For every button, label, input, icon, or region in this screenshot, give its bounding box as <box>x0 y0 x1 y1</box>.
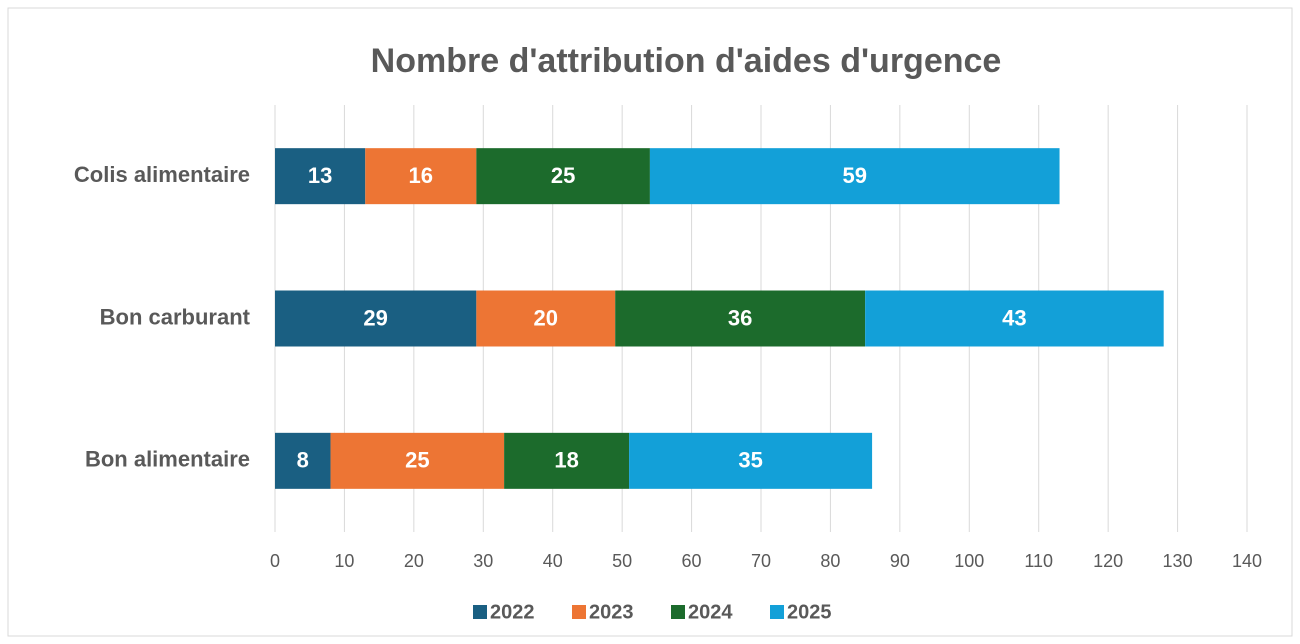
data-label: 20 <box>534 305 558 330</box>
bar-segment <box>476 148 650 205</box>
x-tick-label: 70 <box>751 551 771 571</box>
bar-segment <box>275 432 331 489</box>
data-label: 25 <box>405 448 429 473</box>
legend-label: 2024 <box>688 601 733 623</box>
y-tick-label: Bon alimentaire <box>85 447 250 472</box>
legend-swatch <box>473 605 487 619</box>
legend-label: 2022 <box>490 601 535 623</box>
chart-title: Nombre d'attribution d'aides d'urgence <box>371 42 1002 80</box>
legend-label: 2023 <box>589 601 634 623</box>
bar-segment <box>649 148 1060 205</box>
legend-swatch <box>671 605 685 619</box>
x-tick-label: 100 <box>954 551 984 571</box>
data-label: 25 <box>551 163 575 188</box>
bar-segment <box>365 148 477 205</box>
legend-label: 2025 <box>787 601 832 623</box>
x-tick-label: 60 <box>682 551 702 571</box>
data-label: 35 <box>738 448 762 473</box>
data-label: 59 <box>842 163 866 188</box>
legend-swatch <box>572 605 586 619</box>
x-tick-label: 140 <box>1232 551 1262 571</box>
data-label: 13 <box>308 163 332 188</box>
x-tick-label: 50 <box>612 551 632 571</box>
bar-segment <box>330 432 505 489</box>
bar-segment <box>476 290 616 347</box>
x-tick-label: 20 <box>404 551 424 571</box>
x-tick-label: 130 <box>1163 551 1193 571</box>
x-tick-label: 80 <box>820 551 840 571</box>
legend-swatch <box>770 605 784 619</box>
data-label: 43 <box>1002 305 1026 330</box>
y-tick-label: Bon carburant <box>100 304 251 329</box>
data-label: 16 <box>409 163 433 188</box>
x-tick-label: 40 <box>543 551 563 571</box>
x-tick-label: 0 <box>270 551 280 571</box>
bar-segment <box>275 148 366 205</box>
data-label: 29 <box>363 305 387 330</box>
y-tick-label: Colis alimentaire <box>74 162 250 187</box>
data-label: 36 <box>728 305 752 330</box>
data-label: 8 <box>297 448 309 473</box>
bar-segment <box>275 290 477 347</box>
bar-segment <box>504 432 630 489</box>
x-tick-label: 120 <box>1093 551 1123 571</box>
x-tick-label: 30 <box>473 551 493 571</box>
x-tick-label: 110 <box>1024 551 1053 571</box>
x-tick-label: 10 <box>334 551 354 571</box>
bar-segment <box>865 290 1164 347</box>
data-label: 18 <box>554 448 578 473</box>
bar-segment <box>629 432 873 489</box>
bar-segment <box>615 290 866 347</box>
x-tick-label: 90 <box>890 551 910 571</box>
